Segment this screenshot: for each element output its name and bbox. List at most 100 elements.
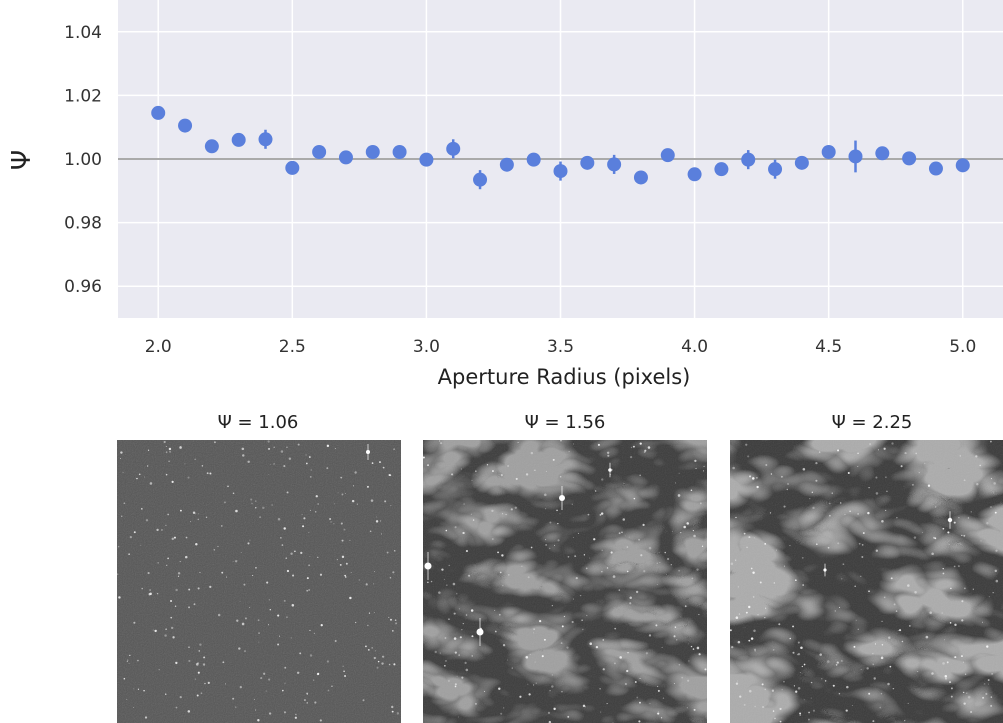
star xyxy=(197,662,200,665)
star xyxy=(197,671,200,674)
star xyxy=(748,605,751,609)
star xyxy=(847,472,850,475)
data-point xyxy=(821,145,836,160)
star xyxy=(280,537,282,539)
star xyxy=(174,605,177,607)
star xyxy=(452,582,456,586)
star xyxy=(306,693,308,695)
star xyxy=(123,502,126,505)
star xyxy=(600,512,604,515)
star xyxy=(187,476,190,479)
x-tick-label: 5.0 xyxy=(949,337,976,357)
star xyxy=(165,473,168,476)
star xyxy=(201,465,204,467)
star xyxy=(507,465,509,467)
star xyxy=(464,661,467,664)
star xyxy=(462,531,465,535)
star xyxy=(195,663,199,666)
star xyxy=(735,616,739,619)
star xyxy=(841,578,843,580)
star xyxy=(391,705,394,709)
star xyxy=(963,702,966,705)
star xyxy=(132,707,134,708)
star xyxy=(917,671,919,673)
star xyxy=(451,473,454,476)
star xyxy=(629,602,632,605)
star xyxy=(217,613,221,617)
star xyxy=(657,689,660,692)
star xyxy=(147,465,149,467)
star xyxy=(313,632,316,635)
star xyxy=(209,472,212,475)
star xyxy=(778,623,781,626)
star xyxy=(161,529,163,531)
star xyxy=(772,710,775,712)
star xyxy=(812,506,815,510)
star xyxy=(127,659,129,661)
star xyxy=(291,603,295,607)
star xyxy=(988,596,990,598)
star xyxy=(434,650,437,654)
star xyxy=(498,613,501,616)
star xyxy=(838,692,841,695)
star xyxy=(290,552,293,555)
star xyxy=(454,685,457,688)
star xyxy=(819,653,822,656)
star xyxy=(222,661,225,664)
star xyxy=(199,571,201,573)
star xyxy=(367,648,370,651)
star xyxy=(747,455,750,458)
data-point xyxy=(151,105,166,120)
star xyxy=(225,576,228,578)
star xyxy=(815,543,818,546)
star xyxy=(239,600,241,602)
star xyxy=(861,544,864,546)
star xyxy=(735,516,737,519)
star xyxy=(866,667,869,670)
star xyxy=(249,539,251,541)
star xyxy=(614,662,616,665)
star xyxy=(950,695,953,698)
star xyxy=(202,663,206,666)
star xyxy=(156,528,159,532)
data-point xyxy=(231,132,246,147)
star xyxy=(121,515,123,517)
star xyxy=(927,484,931,487)
star xyxy=(314,511,317,513)
star xyxy=(371,462,374,465)
star xyxy=(314,701,317,704)
star xyxy=(731,645,734,649)
star xyxy=(448,618,450,620)
star xyxy=(257,619,260,622)
star xyxy=(890,577,893,580)
star xyxy=(597,443,600,446)
star xyxy=(657,712,660,715)
star xyxy=(167,557,169,560)
star xyxy=(738,613,741,615)
star xyxy=(799,712,802,715)
star xyxy=(779,707,782,711)
data-point xyxy=(285,160,300,175)
star xyxy=(305,454,307,456)
star xyxy=(836,661,839,664)
star xyxy=(885,509,887,511)
star xyxy=(629,596,632,599)
star xyxy=(227,485,229,488)
star xyxy=(507,573,510,576)
star xyxy=(571,620,574,624)
star xyxy=(283,465,286,468)
star xyxy=(732,466,735,470)
star xyxy=(966,692,968,694)
star xyxy=(932,536,936,539)
star xyxy=(530,546,533,549)
star xyxy=(673,682,675,684)
star xyxy=(170,600,173,603)
star xyxy=(632,445,635,448)
star xyxy=(943,639,945,641)
star xyxy=(648,546,652,550)
star xyxy=(875,549,879,552)
star xyxy=(874,643,877,645)
star xyxy=(376,666,379,669)
star xyxy=(154,629,157,633)
star xyxy=(250,498,253,501)
